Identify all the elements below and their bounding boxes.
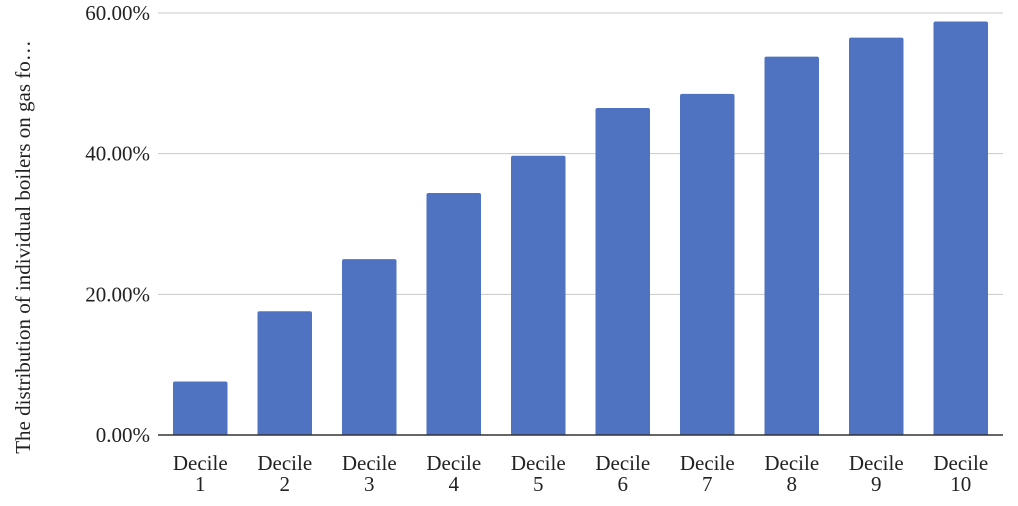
x-tick-label: Decile 5 — [511, 451, 566, 496]
x-tick-label: Decile 7 — [680, 451, 735, 496]
x-tick-label: Decile 9 — [849, 451, 904, 496]
y-tick-label: 20.00% — [85, 282, 150, 306]
x-tick-label: Decile 8 — [764, 451, 819, 496]
y-axis-title: The distribution of individual boilers o… — [11, 40, 35, 454]
bar — [679, 93, 735, 435]
bars — [172, 21, 989, 436]
labels: 0.00% 20.00% 40.00% 60.00% Decile 1 Decile 2 Dec… — [11, 1, 988, 496]
bar — [172, 381, 228, 435]
bar — [257, 311, 313, 435]
x-tick-label: Decile 1 — [173, 451, 228, 496]
x-tick-label: Decile 6 — [595, 451, 650, 496]
bar — [933, 21, 989, 435]
x-tick-label: Decile 10 — [933, 451, 988, 496]
bar — [426, 193, 482, 435]
bar — [510, 155, 566, 435]
x-tick-label: Decile 2 — [257, 451, 312, 496]
y-tick-label: 60.00% — [85, 1, 150, 25]
bar — [595, 107, 651, 435]
bar — [764, 56, 820, 436]
x-tick-label: Decile 3 — [342, 451, 397, 496]
bar — [848, 37, 904, 435]
x-tick-label: Decile 4 — [426, 451, 481, 496]
bar — [341, 259, 397, 435]
y-tick-label: 0.00% — [96, 423, 150, 447]
y-tick-label: 40.00% — [85, 142, 150, 166]
